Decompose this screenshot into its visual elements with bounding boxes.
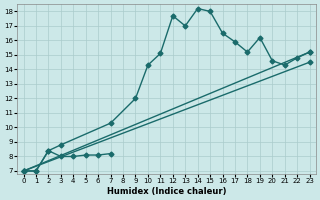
X-axis label: Humidex (Indice chaleur): Humidex (Indice chaleur) [107,187,226,196]
